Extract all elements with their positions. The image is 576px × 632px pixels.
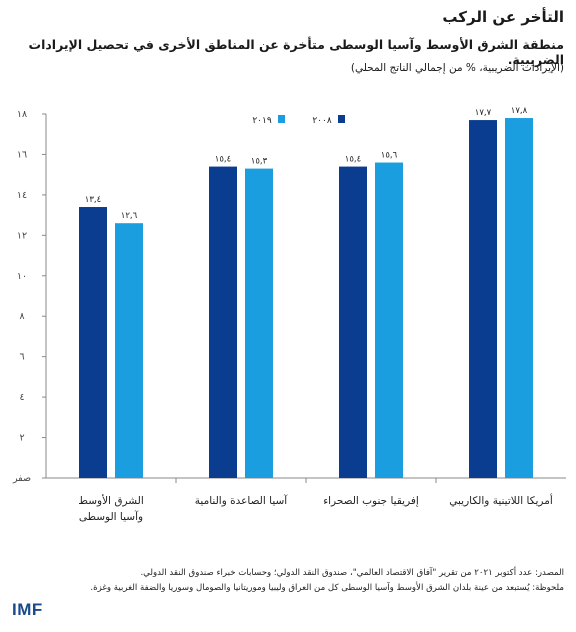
category-label: أمريكا اللاتينية والكاريبي <box>449 493 553 507</box>
bar-2019 <box>115 223 143 478</box>
y-tick-label: ١٢ <box>17 230 27 241</box>
bar-2008 <box>209 166 237 479</box>
bar-2019 <box>505 118 533 479</box>
bar-2008 <box>79 207 107 478</box>
y-tick-label: ٤ <box>19 392 24 403</box>
bar-value-label: ١٥,٦ <box>381 151 398 161</box>
source-note: المصدر: عدد أكتوبر ٢٠٢١ من تقرير "آفاق ا… <box>140 568 564 578</box>
legend-label: ٢٠١٩ <box>252 116 272 126</box>
bar-2019 <box>245 168 273 478</box>
y-tick-label: ١٤ <box>17 190 27 201</box>
legend-swatch <box>338 115 345 123</box>
y-tick-label: ٦ <box>19 352 24 363</box>
y-tick-label: ١٨ <box>17 109 27 120</box>
bar-value-label: ١٥,٣ <box>251 157 268 167</box>
chart-units: (الإيرادات الضريبية، % من إجمالي الناتج … <box>350 62 564 74</box>
y-tick-label: صفر <box>12 473 31 484</box>
bar-value-label: ١٢,٦ <box>121 211 138 221</box>
y-tick-label: ٨ <box>19 311 24 322</box>
sample-note: ملحوظة: يُستبعد من عينة بلدان الشرق الأو… <box>90 583 564 593</box>
category-label: الشرق الأوسط <box>78 494 144 507</box>
category-label: وآسيا الوسطى <box>79 510 143 523</box>
chart-subtitle: منطقة الشرق الأوسط وآسيا الوسطى متأخرة ع… <box>28 37 564 67</box>
bar-value-label: ١٧,٧ <box>475 108 492 118</box>
bar-value-label: ١٧,٨ <box>511 106 528 116</box>
legend-swatch <box>278 115 285 123</box>
bar-value-label: ١٥,٤ <box>345 155 361 165</box>
chart-notes: المصدر: عدد أكتوبر ٢٠٢١ من تقرير "آفاق ا… <box>12 566 564 596</box>
category-label: إفريقيا جنوب الصحراء <box>323 495 419 507</box>
legend-label: ٢٠٠٨ <box>312 116 332 126</box>
bar-2008 <box>469 120 497 479</box>
chart-title: التأخر عن الركب <box>442 8 564 26</box>
y-tick-label: ١٦ <box>17 149 27 160</box>
y-tick-label: ٢ <box>19 433 24 444</box>
bar-2019 <box>375 162 403 479</box>
category-label: آسيا الصاعدة والنامية <box>195 494 289 507</box>
y-tick-label: ١٠ <box>17 271 27 282</box>
imf-logo: IMF <box>12 600 43 619</box>
bar-2008 <box>339 166 367 479</box>
bar-chart: صفر ٢ ٤ ٦ ٨ ١٠ ١٢ ١٤ ١٦ ١٨ ١٣,٤ ١٢,٦ الشرق الأوسط وآس… <box>12 106 566 523</box>
bar-value-label: ١٥,٤ <box>215 155 231 165</box>
bar-value-label: ١٣,٤ <box>85 195 101 205</box>
